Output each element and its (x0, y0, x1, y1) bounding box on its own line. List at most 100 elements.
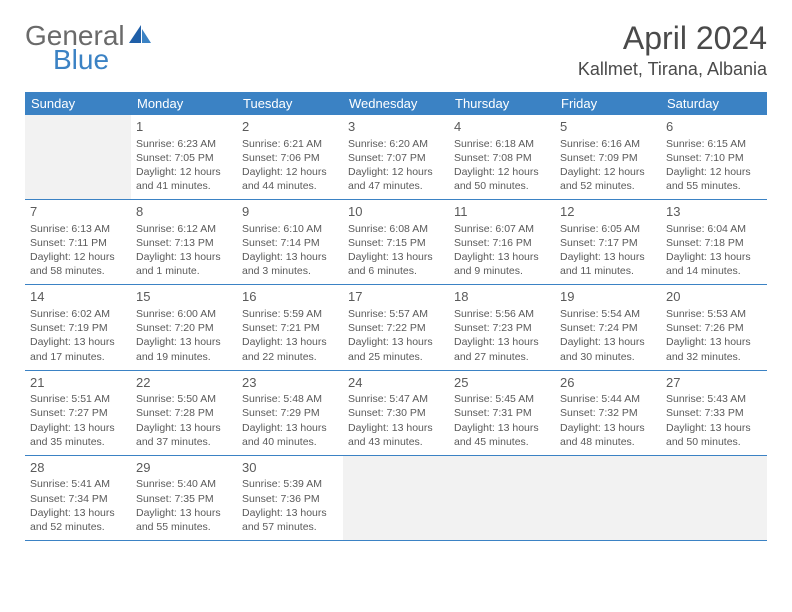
day-number: 19 (560, 288, 656, 306)
sunset-text: Sunset: 7:33 PM (666, 406, 762, 420)
day-header: Monday (131, 92, 237, 115)
daylight-line2: and 45 minutes. (454, 435, 550, 449)
calendar-cell: 20Sunrise: 5:53 AMSunset: 7:26 PMDayligh… (661, 285, 767, 370)
daylight-line1: Daylight: 12 hours (560, 165, 656, 179)
sunset-text: Sunset: 7:23 PM (454, 321, 550, 335)
daylight-line1: Daylight: 13 hours (348, 250, 444, 264)
day-number: 25 (454, 374, 550, 392)
sunset-text: Sunset: 7:20 PM (136, 321, 232, 335)
calendar-cell: 15Sunrise: 6:00 AMSunset: 7:20 PMDayligh… (131, 285, 237, 370)
day-number: 10 (348, 203, 444, 221)
daylight-line2: and 52 minutes. (30, 520, 126, 534)
daylight-line2: and 22 minutes. (242, 350, 338, 364)
daylight-line1: Daylight: 13 hours (560, 250, 656, 264)
calendar-cell: 7Sunrise: 6:13 AMSunset: 7:11 PMDaylight… (25, 200, 131, 285)
daylight-line2: and 25 minutes. (348, 350, 444, 364)
daylight-line1: Daylight: 13 hours (242, 421, 338, 435)
sunrise-text: Sunrise: 6:16 AM (560, 137, 656, 151)
sunset-text: Sunset: 7:24 PM (560, 321, 656, 335)
sunset-text: Sunset: 7:09 PM (560, 151, 656, 165)
daylight-line2: and 14 minutes. (666, 264, 762, 278)
calendar-body: 1Sunrise: 6:23 AMSunset: 7:05 PMDaylight… (25, 115, 767, 541)
daylight-line1: Daylight: 13 hours (136, 506, 232, 520)
calendar-cell: 10Sunrise: 6:08 AMSunset: 7:15 PMDayligh… (343, 200, 449, 285)
title-block: April 2024 Kallmet, Tirana, Albania (578, 20, 767, 80)
sunset-text: Sunset: 7:29 PM (242, 406, 338, 420)
daylight-line2: and 48 minutes. (560, 435, 656, 449)
sunrise-text: Sunrise: 5:54 AM (560, 307, 656, 321)
sail-icon (127, 23, 153, 45)
calendar-cell: 24Sunrise: 5:47 AMSunset: 7:30 PMDayligh… (343, 370, 449, 455)
location-text: Kallmet, Tirana, Albania (578, 59, 767, 80)
daylight-line1: Daylight: 13 hours (136, 421, 232, 435)
calendar-cell: 23Sunrise: 5:48 AMSunset: 7:29 PMDayligh… (237, 370, 343, 455)
calendar-cell: 9Sunrise: 6:10 AMSunset: 7:14 PMDaylight… (237, 200, 343, 285)
daylight-line1: Daylight: 12 hours (666, 165, 762, 179)
sunrise-text: Sunrise: 5:44 AM (560, 392, 656, 406)
day-number: 2 (242, 118, 338, 136)
sunset-text: Sunset: 7:22 PM (348, 321, 444, 335)
daylight-line2: and 27 minutes. (454, 350, 550, 364)
day-number: 30 (242, 459, 338, 477)
sunset-text: Sunset: 7:21 PM (242, 321, 338, 335)
day-number: 28 (30, 459, 126, 477)
calendar-cell: 4Sunrise: 6:18 AMSunset: 7:08 PMDaylight… (449, 115, 555, 200)
daylight-line1: Daylight: 13 hours (30, 506, 126, 520)
calendar-cell: 26Sunrise: 5:44 AMSunset: 7:32 PMDayligh… (555, 370, 661, 455)
daylight-line1: Daylight: 13 hours (30, 421, 126, 435)
day-number: 15 (136, 288, 232, 306)
calendar-cell: 12Sunrise: 6:05 AMSunset: 7:17 PMDayligh… (555, 200, 661, 285)
day-header: Sunday (25, 92, 131, 115)
sunset-text: Sunset: 7:14 PM (242, 236, 338, 250)
daylight-line2: and 35 minutes. (30, 435, 126, 449)
day-number: 16 (242, 288, 338, 306)
calendar-cell: 29Sunrise: 5:40 AMSunset: 7:35 PMDayligh… (131, 455, 237, 540)
daylight-line1: Daylight: 13 hours (136, 335, 232, 349)
daylight-line2: and 55 minutes. (666, 179, 762, 193)
day-number: 27 (666, 374, 762, 392)
day-number: 1 (136, 118, 232, 136)
day-number: 17 (348, 288, 444, 306)
day-number: 3 (348, 118, 444, 136)
sunrise-text: Sunrise: 6:21 AM (242, 137, 338, 151)
daylight-line1: Daylight: 13 hours (242, 335, 338, 349)
page-header: General Blue April 2024 Kallmet, Tirana,… (25, 20, 767, 80)
daylight-line1: Daylight: 13 hours (348, 335, 444, 349)
calendar-table: SundayMondayTuesdayWednesdayThursdayFrid… (25, 92, 767, 541)
daylight-line2: and 17 minutes. (30, 350, 126, 364)
day-number: 9 (242, 203, 338, 221)
sunset-text: Sunset: 7:34 PM (30, 492, 126, 506)
sunrise-text: Sunrise: 6:04 AM (666, 222, 762, 236)
sunrise-text: Sunrise: 5:39 AM (242, 477, 338, 491)
logo-text-wrap: General Blue (25, 20, 153, 76)
sunrise-text: Sunrise: 5:48 AM (242, 392, 338, 406)
sunset-text: Sunset: 7:26 PM (666, 321, 762, 335)
sunset-text: Sunset: 7:32 PM (560, 406, 656, 420)
sunrise-text: Sunrise: 6:05 AM (560, 222, 656, 236)
daylight-line1: Daylight: 12 hours (30, 250, 126, 264)
sunset-text: Sunset: 7:36 PM (242, 492, 338, 506)
daylight-line1: Daylight: 13 hours (666, 335, 762, 349)
sunrise-text: Sunrise: 6:23 AM (136, 137, 232, 151)
daylight-line2: and 58 minutes. (30, 264, 126, 278)
daylight-line2: and 57 minutes. (242, 520, 338, 534)
calendar-week: 7Sunrise: 6:13 AMSunset: 7:11 PMDaylight… (25, 200, 767, 285)
calendar-cell: 11Sunrise: 6:07 AMSunset: 7:16 PMDayligh… (449, 200, 555, 285)
calendar-cell: 2Sunrise: 6:21 AMSunset: 7:06 PMDaylight… (237, 115, 343, 200)
brand-part2: Blue (53, 44, 153, 76)
calendar-cell: 30Sunrise: 5:39 AMSunset: 7:36 PMDayligh… (237, 455, 343, 540)
daylight-line2: and 47 minutes. (348, 179, 444, 193)
sunrise-text: Sunrise: 5:40 AM (136, 477, 232, 491)
sunset-text: Sunset: 7:18 PM (666, 236, 762, 250)
calendar-cell: 13Sunrise: 6:04 AMSunset: 7:18 PMDayligh… (661, 200, 767, 285)
sunset-text: Sunset: 7:30 PM (348, 406, 444, 420)
calendar-week: 21Sunrise: 5:51 AMSunset: 7:27 PMDayligh… (25, 370, 767, 455)
calendar-cell: 17Sunrise: 5:57 AMSunset: 7:22 PMDayligh… (343, 285, 449, 370)
calendar-cell: 25Sunrise: 5:45 AMSunset: 7:31 PMDayligh… (449, 370, 555, 455)
sunrise-text: Sunrise: 5:59 AM (242, 307, 338, 321)
day-number: 26 (560, 374, 656, 392)
brand-logo: General Blue (25, 20, 153, 76)
calendar-cell: 22Sunrise: 5:50 AMSunset: 7:28 PMDayligh… (131, 370, 237, 455)
calendar-cell (343, 455, 449, 540)
calendar-cell: 5Sunrise: 6:16 AMSunset: 7:09 PMDaylight… (555, 115, 661, 200)
